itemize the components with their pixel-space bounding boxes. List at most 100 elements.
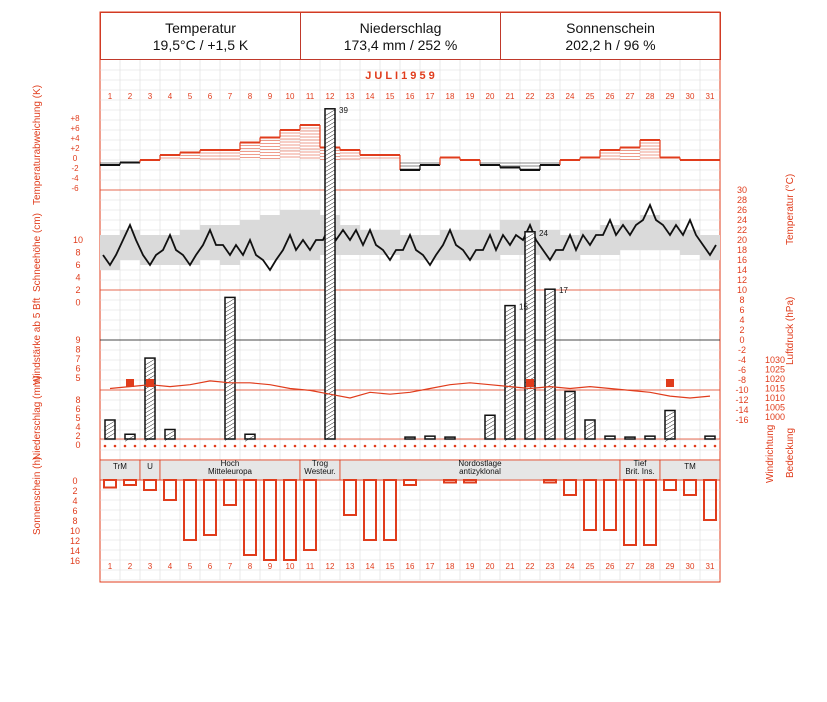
precipitation-hatch <box>504 370 516 377</box>
precipitation-hatch <box>524 412 536 420</box>
precipitation-hatch <box>224 358 236 365</box>
day-label-bottom: 15 <box>386 562 395 571</box>
winddir-dot <box>143 444 147 448</box>
precipitation-hatch <box>504 318 516 325</box>
temperature-range-band <box>160 235 180 265</box>
anomaly-tick: 0 <box>73 154 78 163</box>
day-label-top: 30 <box>686 92 695 101</box>
precipitation-hatch <box>324 389 336 397</box>
precipitation-hatch <box>504 434 516 441</box>
winddir-dot <box>103 444 107 448</box>
precipitation-hatch <box>324 289 336 297</box>
precipitation-hatch <box>324 249 336 257</box>
precipitation-hatch <box>544 341 556 349</box>
winddir-dot <box>503 444 507 448</box>
precipitation-bar <box>524 231 536 440</box>
sunshine-bar <box>343 479 357 516</box>
precipitation-hatch <box>324 313 336 321</box>
precipitation-hatch <box>524 388 536 396</box>
precipitation-hatch <box>584 432 596 440</box>
precipitation-hatch <box>324 317 336 325</box>
winddir-dot <box>493 444 497 448</box>
day-label-top: 31 <box>706 92 715 101</box>
wind-marker <box>126 379 134 387</box>
day-label-bottom: 21 <box>506 562 515 571</box>
winddir-dot <box>553 444 557 448</box>
precipitation-hatch <box>484 428 496 435</box>
precipitation-hatch <box>224 306 236 313</box>
winddir-dot <box>193 444 197 448</box>
precipitation-hatch <box>544 409 556 417</box>
header-sunshine: Sonnenschein 202,2 h / 96 % <box>500 12 721 60</box>
precipitation-hatch <box>504 306 516 313</box>
pressure-tick: 1015 <box>765 384 785 394</box>
precipitation-hatch <box>224 338 236 345</box>
precipitation-hatch <box>324 305 336 313</box>
precipitation-hatch <box>504 382 516 389</box>
winddir-dot <box>363 444 367 448</box>
label-wind: Windstärke ab 5 Bft <box>32 297 43 385</box>
precipitation-hatch <box>524 420 536 428</box>
precipitation-hatch <box>544 289 556 297</box>
weather-type-label: Mitteleuropa <box>208 467 253 476</box>
temperature-tick: 4 <box>739 315 744 325</box>
precipitation-hatch <box>524 316 536 324</box>
day-label-bottom: 12 <box>326 562 335 571</box>
precipitation-hatch <box>324 421 336 429</box>
precipitation-hatch <box>224 410 236 417</box>
day-label-top: 19 <box>466 92 475 101</box>
precipitation-bar <box>504 304 516 440</box>
precipitation-hatch <box>524 408 536 416</box>
anomaly-tick: +6 <box>70 124 80 133</box>
precipitation-hatch <box>324 377 336 385</box>
temperature-tick: 6 <box>739 305 744 315</box>
precipitation-hatch <box>324 133 336 141</box>
anomaly-tick: +4 <box>70 134 80 143</box>
wind-tick: 7 <box>75 354 80 364</box>
day-label-bottom: 10 <box>286 562 295 571</box>
precipitation-hatch <box>324 417 336 425</box>
sunshine-tick: 14 <box>70 546 80 556</box>
winddir-dot <box>543 444 547 448</box>
snow-tick: 6 <box>75 260 80 270</box>
winddir-dot <box>153 444 157 448</box>
precipitation-hatch <box>524 340 536 348</box>
day-label-top: 22 <box>526 92 535 101</box>
precipitation-hatch <box>324 333 336 341</box>
precipitation-hatch <box>504 418 516 425</box>
precipitation-hatch <box>324 165 336 173</box>
wind-tick: 6 <box>75 364 80 374</box>
winddir-dot <box>623 444 627 448</box>
winddir-dot <box>293 444 297 448</box>
sunshine-bar <box>363 479 377 541</box>
temperature-tick: 20 <box>737 235 747 245</box>
winddir-dot <box>523 444 527 448</box>
snow-tick: 4 <box>75 273 80 283</box>
temperature-range-band <box>560 235 580 260</box>
precipitation-hatch <box>544 433 556 441</box>
precipitation-hatch <box>324 169 336 177</box>
precipitation-hatch <box>224 330 236 337</box>
temperature-range-band <box>120 230 140 260</box>
winddir-dot <box>123 444 127 448</box>
day-label-bottom: 8 <box>248 562 253 571</box>
label-pressure-right: Luftdruck (hPa) <box>785 296 796 365</box>
winddir-dot <box>533 444 537 448</box>
winddir-dot <box>223 444 227 448</box>
precipitation-hatch <box>524 372 536 380</box>
precipitation-hatch <box>224 366 236 373</box>
temperature-tick: -10 <box>735 385 748 395</box>
winddir-dot <box>673 444 677 448</box>
precipitation-hatch <box>224 430 236 437</box>
weather-type-label: U <box>147 462 153 471</box>
precipitation-hatch <box>664 427 676 434</box>
precipitation-hatch <box>324 425 336 433</box>
sunshine-bar <box>183 479 197 541</box>
temperature-tick: -6 <box>738 365 746 375</box>
precipitation-hatch <box>324 141 336 149</box>
precipitation-hatch <box>524 296 536 304</box>
winddir-dot <box>393 444 397 448</box>
sunshine-tick: 2 <box>72 486 77 496</box>
day-label-bottom: 1 <box>108 562 113 571</box>
